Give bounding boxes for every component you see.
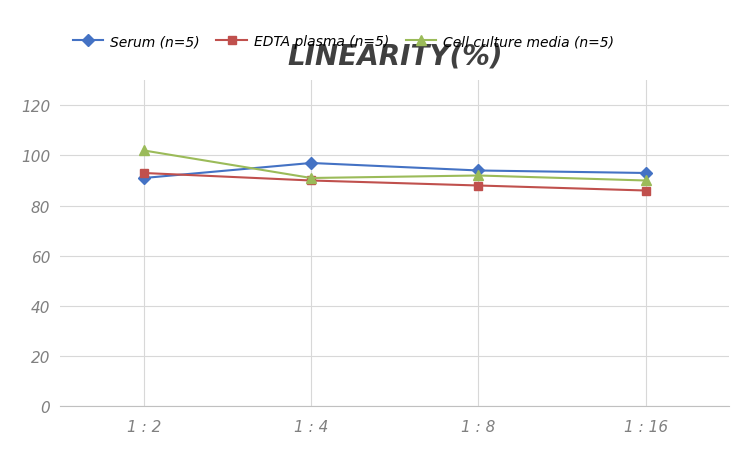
Title: LINEARITY(%): LINEARITY(%) (287, 42, 502, 70)
Cell culture media (n=5) (307, 176, 316, 181)
Line: Serum (n=5): Serum (n=5) (140, 160, 650, 183)
Legend: Serum (n=5), EDTA plasma (n=5), Cell culture media (n=5): Serum (n=5), EDTA plasma (n=5), Cell cul… (67, 30, 620, 55)
EDTA plasma (n=5) (307, 179, 316, 184)
Cell culture media (n=5) (641, 179, 650, 184)
Cell culture media (n=5) (474, 173, 483, 179)
Serum (n=5) (474, 168, 483, 174)
Cell culture media (n=5) (139, 148, 148, 154)
Line: Cell culture media (n=5): Cell culture media (n=5) (139, 146, 650, 186)
Serum (n=5) (641, 171, 650, 176)
Serum (n=5) (139, 176, 148, 181)
Serum (n=5) (307, 161, 316, 166)
Line: EDTA plasma (n=5): EDTA plasma (n=5) (140, 170, 650, 195)
EDTA plasma (n=5) (641, 189, 650, 194)
EDTA plasma (n=5) (139, 171, 148, 176)
EDTA plasma (n=5) (474, 184, 483, 189)
